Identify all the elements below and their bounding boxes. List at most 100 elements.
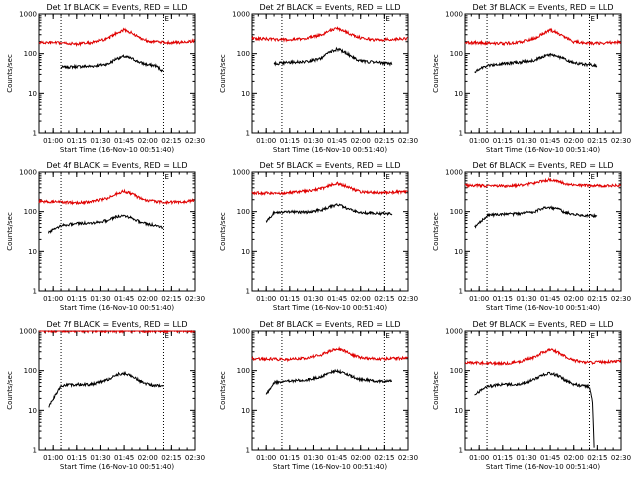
y-tick-label: 10 xyxy=(454,407,463,415)
marker-label: E xyxy=(590,332,594,340)
chart-title: Det 9f BLACK = Events, RED = LLD xyxy=(472,320,613,329)
y-tick-label: 10 xyxy=(241,407,250,415)
y-tick-label: 100 xyxy=(24,50,37,58)
y-tick-label: 10 xyxy=(28,407,37,415)
chart-panel-4: Det 4f BLACK = Events, RED = LLD E 1 10 100 1… xyxy=(6,161,205,312)
x-tick-label: 01:30 xyxy=(303,137,323,145)
x-axis-label: Start Time (16-Nov-10 00:51:40) xyxy=(273,304,387,312)
x-tick-label: 01:00 xyxy=(43,137,63,145)
y-tick-label: 1 xyxy=(246,447,250,455)
y-tick-label: 100 xyxy=(450,208,463,216)
x-tick-label: 01:15 xyxy=(280,295,300,303)
plot-frame xyxy=(464,330,622,451)
x-tick-label: 01:00 xyxy=(43,295,63,303)
y-tick-label: 10 xyxy=(241,248,250,256)
chart-panel-6: Det 6f BLACK = Events, RED = LLD E 1 10 100 1… xyxy=(432,161,631,312)
x-tick-label: 02:00 xyxy=(564,454,584,462)
chart-title: Det 6f BLACK = Events, RED = LLD xyxy=(472,161,613,170)
y-tick-label: 100 xyxy=(237,208,250,216)
y-axis-label: Counts/sec xyxy=(432,371,440,410)
y-tick-label: 100 xyxy=(237,367,250,375)
x-tick-label: 01:15 xyxy=(67,295,87,303)
x-tick-label: 01:30 xyxy=(90,137,110,145)
x-tick-label: 02:15 xyxy=(587,137,607,145)
x-tick-label: 02:00 xyxy=(351,295,371,303)
x-tick-label: 02:15 xyxy=(587,454,607,462)
lld-series-line xyxy=(38,27,195,48)
y-axis-label: Counts/sec xyxy=(219,371,227,410)
x-axis-label: Start Time (16-Nov-10 00:51:40) xyxy=(486,146,600,154)
x-tick-label: 01:30 xyxy=(516,295,536,303)
lld-series-line xyxy=(38,188,195,206)
y-tick-label: 1000 xyxy=(19,328,37,336)
x-tick-label: 02:30 xyxy=(611,137,631,145)
x-tick-label: 01:45 xyxy=(540,295,560,303)
x-tick-label: 01:15 xyxy=(493,454,513,462)
events-series-line xyxy=(60,54,164,73)
y-tick-label: 1 xyxy=(459,447,463,455)
y-tick-label: 10 xyxy=(28,90,37,98)
y-axis-label: Counts/sec xyxy=(219,54,227,93)
chart-title: Det 8f BLACK = Events, RED = LLD xyxy=(259,320,400,329)
marker-label: E xyxy=(164,173,168,181)
y-tick-label: 1 xyxy=(459,130,463,138)
chart-panel-7: Det 7f BLACK = Events, RED = LLD E 1 10 100 1… xyxy=(6,320,205,471)
x-tick-label: 02:15 xyxy=(161,454,181,462)
plot-frame xyxy=(464,171,622,292)
chart-panel-5: Det 5f BLACK = Events, RED = LLD E 1 10 100 1… xyxy=(219,161,418,312)
y-tick-label: 1000 xyxy=(19,169,37,177)
x-axis-label: Start Time (16-Nov-10 00:51:40) xyxy=(273,463,387,471)
events-series-line xyxy=(474,205,598,229)
plot-frame xyxy=(38,13,196,134)
plot-frame xyxy=(464,13,622,134)
lld-series-line xyxy=(251,181,408,196)
x-tick-label: 01:45 xyxy=(114,295,134,303)
x-tick-label: 02:15 xyxy=(587,295,607,303)
chart-title: Det 4f BLACK = Events, RED = LLD xyxy=(46,161,187,170)
chart-panel-3: Det 3f BLACK = Events, RED = LLD E 1 10 100 1… xyxy=(432,3,631,154)
marker-label: E xyxy=(590,173,594,181)
events-series-line xyxy=(48,370,164,408)
x-tick-label: 01:15 xyxy=(493,137,513,145)
chart-panel-2: Det 2f BLACK = Events, RED = LLD E 1 10 100 1… xyxy=(219,3,418,154)
lld-series-line xyxy=(251,26,408,43)
y-axis-label: Counts/sec xyxy=(6,54,14,93)
lld-series-line xyxy=(464,27,621,47)
events-series-line xyxy=(265,368,392,395)
x-tick-label: 01:00 xyxy=(43,454,63,462)
y-tick-label: 100 xyxy=(450,367,463,375)
y-tick-label: 100 xyxy=(237,50,250,58)
x-tick-label: 01:00 xyxy=(256,295,276,303)
x-tick-label: 01:45 xyxy=(540,454,560,462)
lld-series-line xyxy=(464,177,621,189)
x-tick-label: 01:15 xyxy=(67,454,87,462)
y-tick-label: 1 xyxy=(33,288,37,296)
chart-title: Det 7f BLACK = Events, RED = LLD xyxy=(46,320,187,329)
x-tick-label: 02:30 xyxy=(185,454,205,462)
y-tick-label: 1000 xyxy=(445,169,463,177)
plot-frame xyxy=(251,330,409,451)
events-series-line xyxy=(48,214,164,234)
x-tick-label: 01:15 xyxy=(280,454,300,462)
x-tick-label: 02:15 xyxy=(374,454,394,462)
y-tick-label: 10 xyxy=(454,248,463,256)
events-series-line xyxy=(474,371,595,448)
y-tick-label: 1000 xyxy=(232,169,250,177)
x-tick-label: 01:45 xyxy=(540,137,560,145)
x-tick-label: 01:45 xyxy=(327,454,347,462)
x-tick-label: 01:30 xyxy=(90,454,110,462)
x-tick-label: 02:00 xyxy=(138,137,158,145)
x-tick-label: 01:15 xyxy=(493,295,513,303)
y-axis-label: Counts/sec xyxy=(6,212,14,251)
x-tick-label: 02:00 xyxy=(564,137,584,145)
x-tick-label: 01:45 xyxy=(114,137,134,145)
x-tick-label: 02:30 xyxy=(398,137,418,145)
y-tick-label: 10 xyxy=(454,90,463,98)
plot-frame xyxy=(38,330,196,451)
marker-label: E xyxy=(164,15,168,23)
x-axis-label: Start Time (16-Nov-10 00:51:40) xyxy=(60,463,174,471)
x-tick-label: 01:00 xyxy=(256,137,276,145)
x-tick-label: 02:15 xyxy=(161,137,181,145)
x-axis-label: Start Time (16-Nov-10 00:51:40) xyxy=(486,463,600,471)
